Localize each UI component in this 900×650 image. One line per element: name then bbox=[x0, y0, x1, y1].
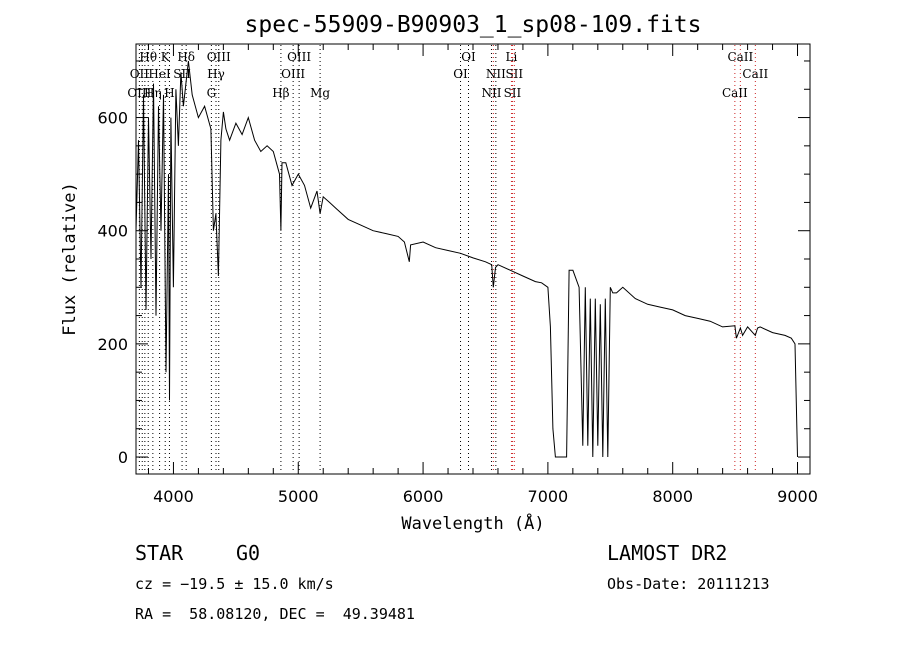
x-tick-label: 7000 bbox=[528, 487, 569, 506]
marker-label: OI bbox=[453, 67, 468, 81]
x-tick-label: 5000 bbox=[278, 487, 319, 506]
object-class: STAR bbox=[135, 541, 184, 565]
marker-label: Li bbox=[506, 50, 518, 64]
marker-label: CaII bbox=[727, 50, 753, 64]
marker-label: OI bbox=[461, 50, 476, 64]
marker-label: SII bbox=[504, 86, 522, 100]
marker-label: CaII bbox=[742, 67, 768, 81]
y-tick-label: 200 bbox=[97, 335, 128, 354]
marker-label: H bbox=[164, 86, 174, 100]
marker-label: SII bbox=[505, 67, 523, 81]
x-tick-label: 6000 bbox=[403, 487, 444, 506]
marker-label: NII bbox=[486, 67, 506, 81]
marker-label: Hθ bbox=[139, 50, 157, 64]
spectral-subclass: G0 bbox=[236, 541, 261, 565]
marker-label: OIII bbox=[287, 50, 311, 64]
marker-label: Mg bbox=[310, 86, 330, 100]
marker-label: NII bbox=[481, 86, 501, 100]
coordinates: RA = 58.08120, DEC = 49.39481 bbox=[135, 605, 415, 623]
marker-label: Hγ bbox=[207, 67, 225, 81]
marker-label: Hβ bbox=[272, 86, 289, 100]
marker-label: OIII bbox=[127, 86, 151, 100]
spectral-line-markers: Hθ OII OIII HeI Hη K H SII Hδ OIII Hγ G Hβ OIII OIII Mg… bbox=[127, 45, 768, 473]
marker-label: SII bbox=[173, 67, 191, 81]
marker-label: OIII bbox=[281, 67, 305, 81]
x-tick-label: 9000 bbox=[777, 487, 818, 506]
marker-label: K bbox=[161, 50, 171, 64]
y-tick-label: 0 bbox=[118, 448, 128, 467]
marker-label: CaII bbox=[722, 86, 748, 100]
axes: 4000 5000 6000 7000 8000 9000 0 200 400 600 bbox=[97, 44, 818, 506]
marker-label: OII bbox=[130, 67, 150, 81]
x-tick-label: 4000 bbox=[153, 487, 194, 506]
observation-date: Obs-Date: 20111213 bbox=[607, 575, 770, 593]
marker-label: G bbox=[207, 86, 217, 100]
spectrum-line bbox=[135, 60, 798, 458]
survey-name: LAMOST DR2 bbox=[607, 541, 728, 565]
y-axis-label: Flux (relative) bbox=[60, 182, 80, 336]
y-tick-label: 600 bbox=[97, 109, 128, 128]
marker-label: Hη bbox=[144, 86, 162, 100]
x-tick-label: 8000 bbox=[652, 487, 693, 506]
redshift-value: cz = −19.5 ± 15.0 km/s bbox=[135, 575, 334, 593]
x-axis-label: Wavelength (Å) bbox=[401, 512, 544, 534]
marker-label: HeI bbox=[148, 67, 171, 81]
chart-title: spec-55909-B90903_1_sp08-109.fits bbox=[245, 12, 702, 38]
marker-label: OIII bbox=[207, 50, 231, 64]
marker-label: Hδ bbox=[177, 50, 195, 64]
plot-frame bbox=[135, 43, 811, 475]
y-tick-label: 400 bbox=[97, 222, 128, 241]
